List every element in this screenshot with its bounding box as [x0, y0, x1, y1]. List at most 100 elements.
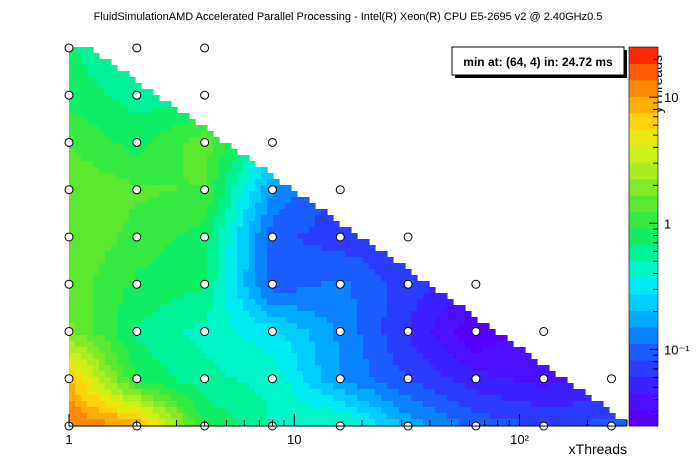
- heatmap-cell: [243, 311, 250, 318]
- heatmap-cell: [171, 221, 178, 228]
- heatmap-cell: [405, 335, 412, 342]
- heatmap-cell: [243, 413, 250, 420]
- heatmap-cell: [207, 245, 214, 252]
- heatmap-cell: [213, 413, 220, 420]
- heatmap-cell: [423, 305, 430, 312]
- heatmap-cell: [123, 215, 130, 222]
- heatmap-cell: [537, 395, 544, 402]
- heatmap-cell: [159, 143, 166, 150]
- heatmap-cell: [105, 377, 112, 384]
- heatmap-cell: [213, 395, 220, 402]
- heatmap-cell: [213, 257, 220, 264]
- heatmap-cell: [255, 401, 262, 408]
- heatmap-cell: [75, 149, 82, 156]
- heatmap-cell: [327, 419, 334, 426]
- heatmap-cell: [237, 167, 244, 174]
- heatmap-cell: [291, 353, 298, 360]
- data-point: [132, 326, 142, 336]
- heatmap-cell: [273, 293, 280, 300]
- heatmap-cell: [339, 227, 346, 234]
- heatmap-cell: [273, 347, 280, 354]
- heatmap-cell: [81, 323, 88, 330]
- heatmap-cell: [255, 173, 262, 180]
- heatmap-cell: [99, 305, 106, 312]
- heatmap-cell: [531, 401, 538, 408]
- heatmap-cell: [351, 251, 358, 258]
- heatmap-cell: [261, 293, 268, 300]
- heatmap-cell: [267, 203, 274, 210]
- heatmap-cell: [69, 419, 76, 426]
- heatmap-cell: [159, 407, 166, 414]
- heatmap-cell: [267, 251, 274, 258]
- heatmap-cell: [219, 227, 226, 234]
- heatmap-cell: [519, 395, 526, 402]
- heatmap-cell: [195, 305, 202, 312]
- heatmap-cell: [207, 335, 214, 342]
- heatmap-cell: [339, 269, 346, 276]
- heatmap-cell: [369, 251, 376, 258]
- heatmap-cell: [111, 359, 118, 366]
- heatmap-cell: [153, 419, 160, 426]
- heatmap-cell: [363, 281, 370, 288]
- heatmap-cell: [87, 77, 94, 84]
- heatmap-cell: [117, 371, 124, 378]
- heatmap-cell: [459, 365, 466, 372]
- heatmap-cell: [429, 419, 436, 426]
- heatmap-cell: [129, 341, 136, 348]
- heatmap-cell: [321, 395, 328, 402]
- heatmap-cell: [207, 407, 214, 414]
- heatmap-cell: [435, 317, 442, 324]
- heatmap-cell: [237, 323, 244, 330]
- heatmap-cell: [351, 413, 358, 420]
- heatmap-cell: [189, 191, 196, 198]
- heatmap-cell: [171, 233, 178, 240]
- heatmap-cell: [447, 335, 454, 342]
- heatmap-cell: [375, 263, 382, 270]
- heatmap-cell: [87, 287, 94, 294]
- heatmap-cell: [111, 65, 118, 72]
- heatmap-cell: [237, 401, 244, 408]
- heatmap-cell: [339, 257, 346, 264]
- heatmap-cell: [231, 197, 238, 204]
- heatmap-cell: [249, 197, 256, 204]
- heatmap-cell: [345, 401, 352, 408]
- heatmap-cell: [471, 389, 478, 396]
- heatmap-cell: [75, 47, 82, 54]
- heatmap-cell: [135, 305, 142, 312]
- heatmap-cell: [357, 317, 364, 324]
- heatmap-cell: [153, 101, 160, 108]
- heatmap-cell: [213, 377, 220, 384]
- heatmap-cell: [387, 281, 394, 288]
- heatmap-cell: [81, 401, 88, 408]
- heatmap-cell: [189, 419, 196, 426]
- heatmap-cell: [543, 383, 550, 390]
- data-point: [335, 374, 345, 384]
- heatmap-cell: [291, 401, 298, 408]
- heatmap-cell: [309, 383, 316, 390]
- heatmap-cell: [207, 179, 214, 186]
- heatmap-cell: [147, 161, 154, 168]
- heatmap-cell: [105, 149, 112, 156]
- heatmap-cell: [141, 395, 148, 402]
- heatmap-cell: [105, 107, 112, 114]
- heatmap-cell: [411, 419, 418, 426]
- heatmap-cell: [165, 197, 172, 204]
- heatmap-cell: [99, 83, 106, 90]
- heatmap-cell: [381, 419, 388, 426]
- heatmap-cell: [327, 377, 334, 384]
- heatmap-cell: [303, 269, 310, 276]
- heatmap-cell: [165, 299, 172, 306]
- heatmap-cell: [69, 119, 76, 126]
- heatmap-cell: [87, 269, 94, 276]
- heatmap-cell: [93, 155, 100, 162]
- heatmap-cell: [231, 149, 238, 156]
- heatmap-cell: [219, 365, 226, 372]
- heatmap-cell: [267, 407, 274, 414]
- heatmap-cell: [501, 347, 508, 354]
- heatmap-cell: [141, 329, 148, 336]
- heatmap-cell: [147, 353, 154, 360]
- heatmap-cell: [447, 383, 454, 390]
- heatmap-cell: [171, 203, 178, 210]
- heatmap-cell: [243, 341, 250, 348]
- heatmap-cell: [381, 407, 388, 414]
